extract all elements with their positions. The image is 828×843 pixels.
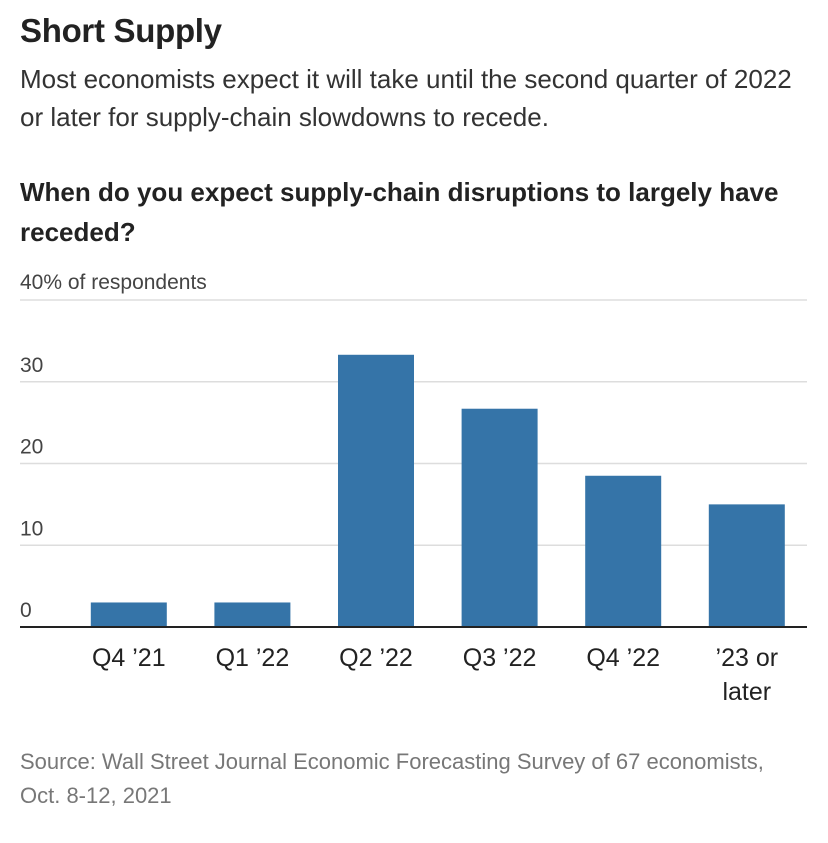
x-tick-label: Q3 ’22 [463,644,537,672]
y-axis-unit-label: 40% of respondents [20,271,207,294]
x-tick-label: ’23 or [716,644,779,672]
source-note: Source: Wall Street Journal Economic For… [20,749,764,808]
bar [585,475,662,627]
bar [338,354,414,627]
chart-dek: Most economists expect it will take unti… [20,64,792,132]
y-tick-label: 0 [20,599,32,622]
x-tick-label: Q2 ’22 [339,644,413,672]
x-tick-label: later [722,678,771,706]
chart-headline: Short Supply [20,12,222,49]
x-tick-label: Q4 ’22 [586,644,660,672]
bar [214,602,291,627]
y-tick-label: 30 [20,354,43,377]
bar [90,602,167,627]
x-tick-label: Q1 ’22 [216,644,290,672]
y-tick-label: 10 [20,517,43,540]
x-tick-label: Q4 ’21 [92,644,166,672]
y-tick-label: 20 [20,436,43,459]
bar [708,504,785,627]
bar [461,408,538,627]
chart-question: When do you expect supply-chain disrupti… [20,177,779,247]
